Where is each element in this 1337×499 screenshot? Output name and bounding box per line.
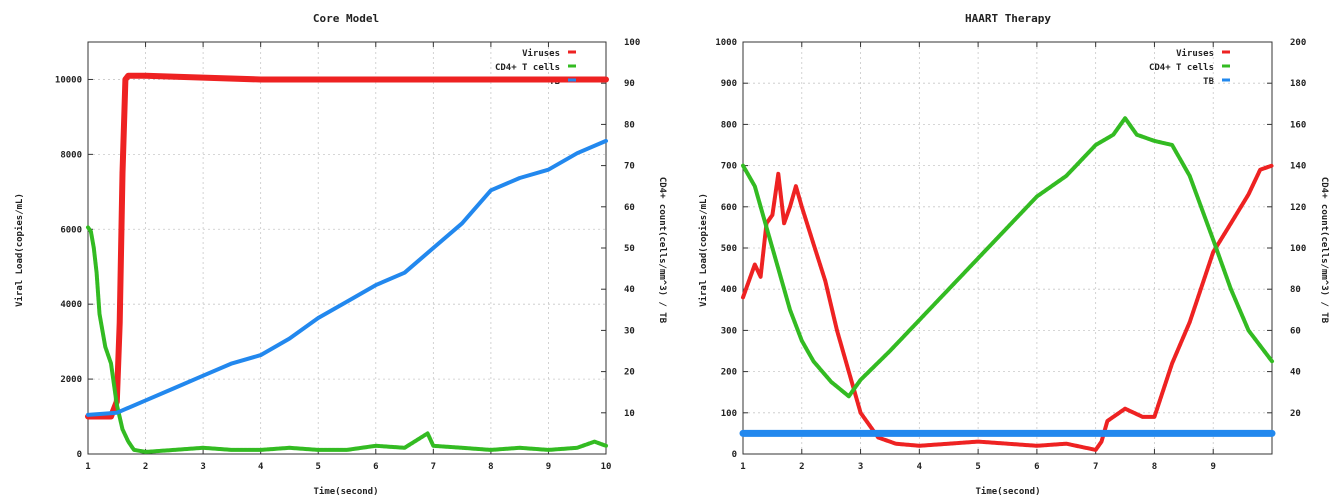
y-tick-label: 100 (721, 409, 737, 419)
y-axis-label: Viral Load(copies/mL) (698, 193, 709, 307)
y-tick-label: 700 (721, 162, 737, 172)
legend-label-viruses: Viruses (1176, 48, 1214, 59)
y2-tick-label: 60 (1290, 326, 1301, 336)
y-tick-label: 400 (721, 285, 737, 295)
x-tick-label: 5 (975, 462, 980, 472)
x-axis-label: Time(second) (975, 486, 1040, 497)
legend: Viruses CD4+ T cells TB (1149, 48, 1215, 87)
y2-tick-label: 160 (1290, 120, 1306, 130)
y2-tick-label: 80 (624, 120, 635, 130)
x-tick-label: 9 (1211, 462, 1216, 472)
legend-label-tb: TB (1203, 77, 1214, 87)
y-tick-label: 0 (77, 450, 82, 460)
y-tick-label: 2000 (60, 375, 82, 385)
y2-tick-label: 100 (1290, 244, 1306, 254)
x-tick-label: 1 (740, 462, 745, 472)
x-axis-label: Time(second) (313, 486, 378, 497)
y2-tick-label: 30 (624, 326, 635, 336)
x-tick-label: 8 (488, 462, 493, 472)
series-line-viruses (741, 163, 1274, 452)
y2-tick-label: 90 (624, 79, 635, 89)
x-tick-label: 3 (200, 462, 205, 472)
series-line-tb (86, 138, 608, 417)
y-tick-label: 600 (721, 203, 737, 213)
y2-tick-label: 20 (1290, 409, 1301, 419)
y-tick-label: 200 (721, 368, 737, 378)
y2-tick-label: 60 (624, 203, 635, 213)
x-tick-label: 2 (143, 462, 148, 472)
y2-tick-label: 10 (624, 409, 635, 419)
y2-tick-label: 100 (624, 38, 640, 48)
plot-frame (87, 41, 607, 455)
y-tick-label: 800 (721, 120, 737, 130)
x-tick-label: 6 (1034, 462, 1039, 472)
y-axis-label: Viral Load(copies/mL) (14, 193, 25, 307)
y-tick-label: 6000 (60, 225, 82, 235)
x-tick-label: 6 (373, 462, 378, 472)
y2-tick-label: 20 (624, 368, 635, 378)
ticks: 1 2 3 4 5 6 7 8 9 1002000400060008000100001020304… (55, 38, 640, 472)
y-tick-label: 10000 (55, 75, 82, 85)
y2-tick-label: 80 (1290, 285, 1301, 295)
y-tick-label: 500 (721, 244, 737, 254)
grid (742, 41, 1272, 455)
x-tick-label: 8 (1152, 462, 1157, 472)
x-tick-label: 10 (601, 462, 612, 472)
y2-tick-label: 70 (624, 162, 635, 172)
y2-axis-label: CD4+ count(cells/mm^3) / TB (1319, 177, 1329, 324)
legend-label-cd4: CD4+ T cells (1149, 63, 1214, 73)
core-model-chart: Core Model Time(second) Viral Load(copie… (14, 12, 667, 497)
y-tick-label: 900 (721, 79, 737, 89)
y2-tick-label: 120 (1290, 203, 1306, 213)
chart-title: Core Model (313, 12, 379, 25)
series-line-cd4-t-cells (741, 116, 1274, 399)
x-tick-label: 2 (799, 462, 804, 472)
series-line-viruses (85, 72, 609, 420)
y2-tick-label: 40 (624, 285, 635, 295)
y-tick-label: 0 (732, 450, 737, 460)
y-tick-label: 4000 (60, 300, 82, 310)
y-tick-label: 8000 (60, 150, 82, 160)
x-tick-label: 4 (258, 462, 264, 472)
y2-tick-label: 180 (1290, 79, 1306, 89)
x-tick-label: 9 (546, 462, 551, 472)
y-tick-label: 1000 (715, 38, 737, 48)
legend-label-viruses: Viruses (522, 48, 560, 59)
y2-tick-label: 200 (1290, 38, 1306, 48)
y2-tick-label: 140 (1290, 162, 1306, 172)
x-tick-label: 5 (316, 462, 321, 472)
y2-tick-label: 40 (1290, 368, 1301, 378)
series-line-cd4-t-cells (86, 225, 608, 454)
x-tick-label: 4 (917, 462, 923, 472)
y-tick-label: 300 (721, 326, 737, 336)
chart-title: HAART Therapy (965, 12, 1051, 25)
x-tick-label: 1 (85, 462, 90, 472)
x-tick-label: 3 (858, 462, 863, 472)
haart-therapy-chart: HAART Therapy Time(second) Viral Load(co… (698, 12, 1329, 497)
legend-label-cd4: CD4+ T cells (495, 63, 560, 73)
y2-tick-label: 50 (624, 244, 635, 254)
plot-frame (742, 41, 1273, 455)
x-tick-label: 7 (1093, 462, 1098, 472)
ticks: 1 2 3 4 5 6 7 8 9 0 100 200 300 400 500 600 700 800 900 100… (715, 38, 1306, 472)
y2-axis-label: CD4+ count(cells/mm^3) / TB (657, 177, 667, 324)
x-tick-label: 7 (431, 462, 436, 472)
